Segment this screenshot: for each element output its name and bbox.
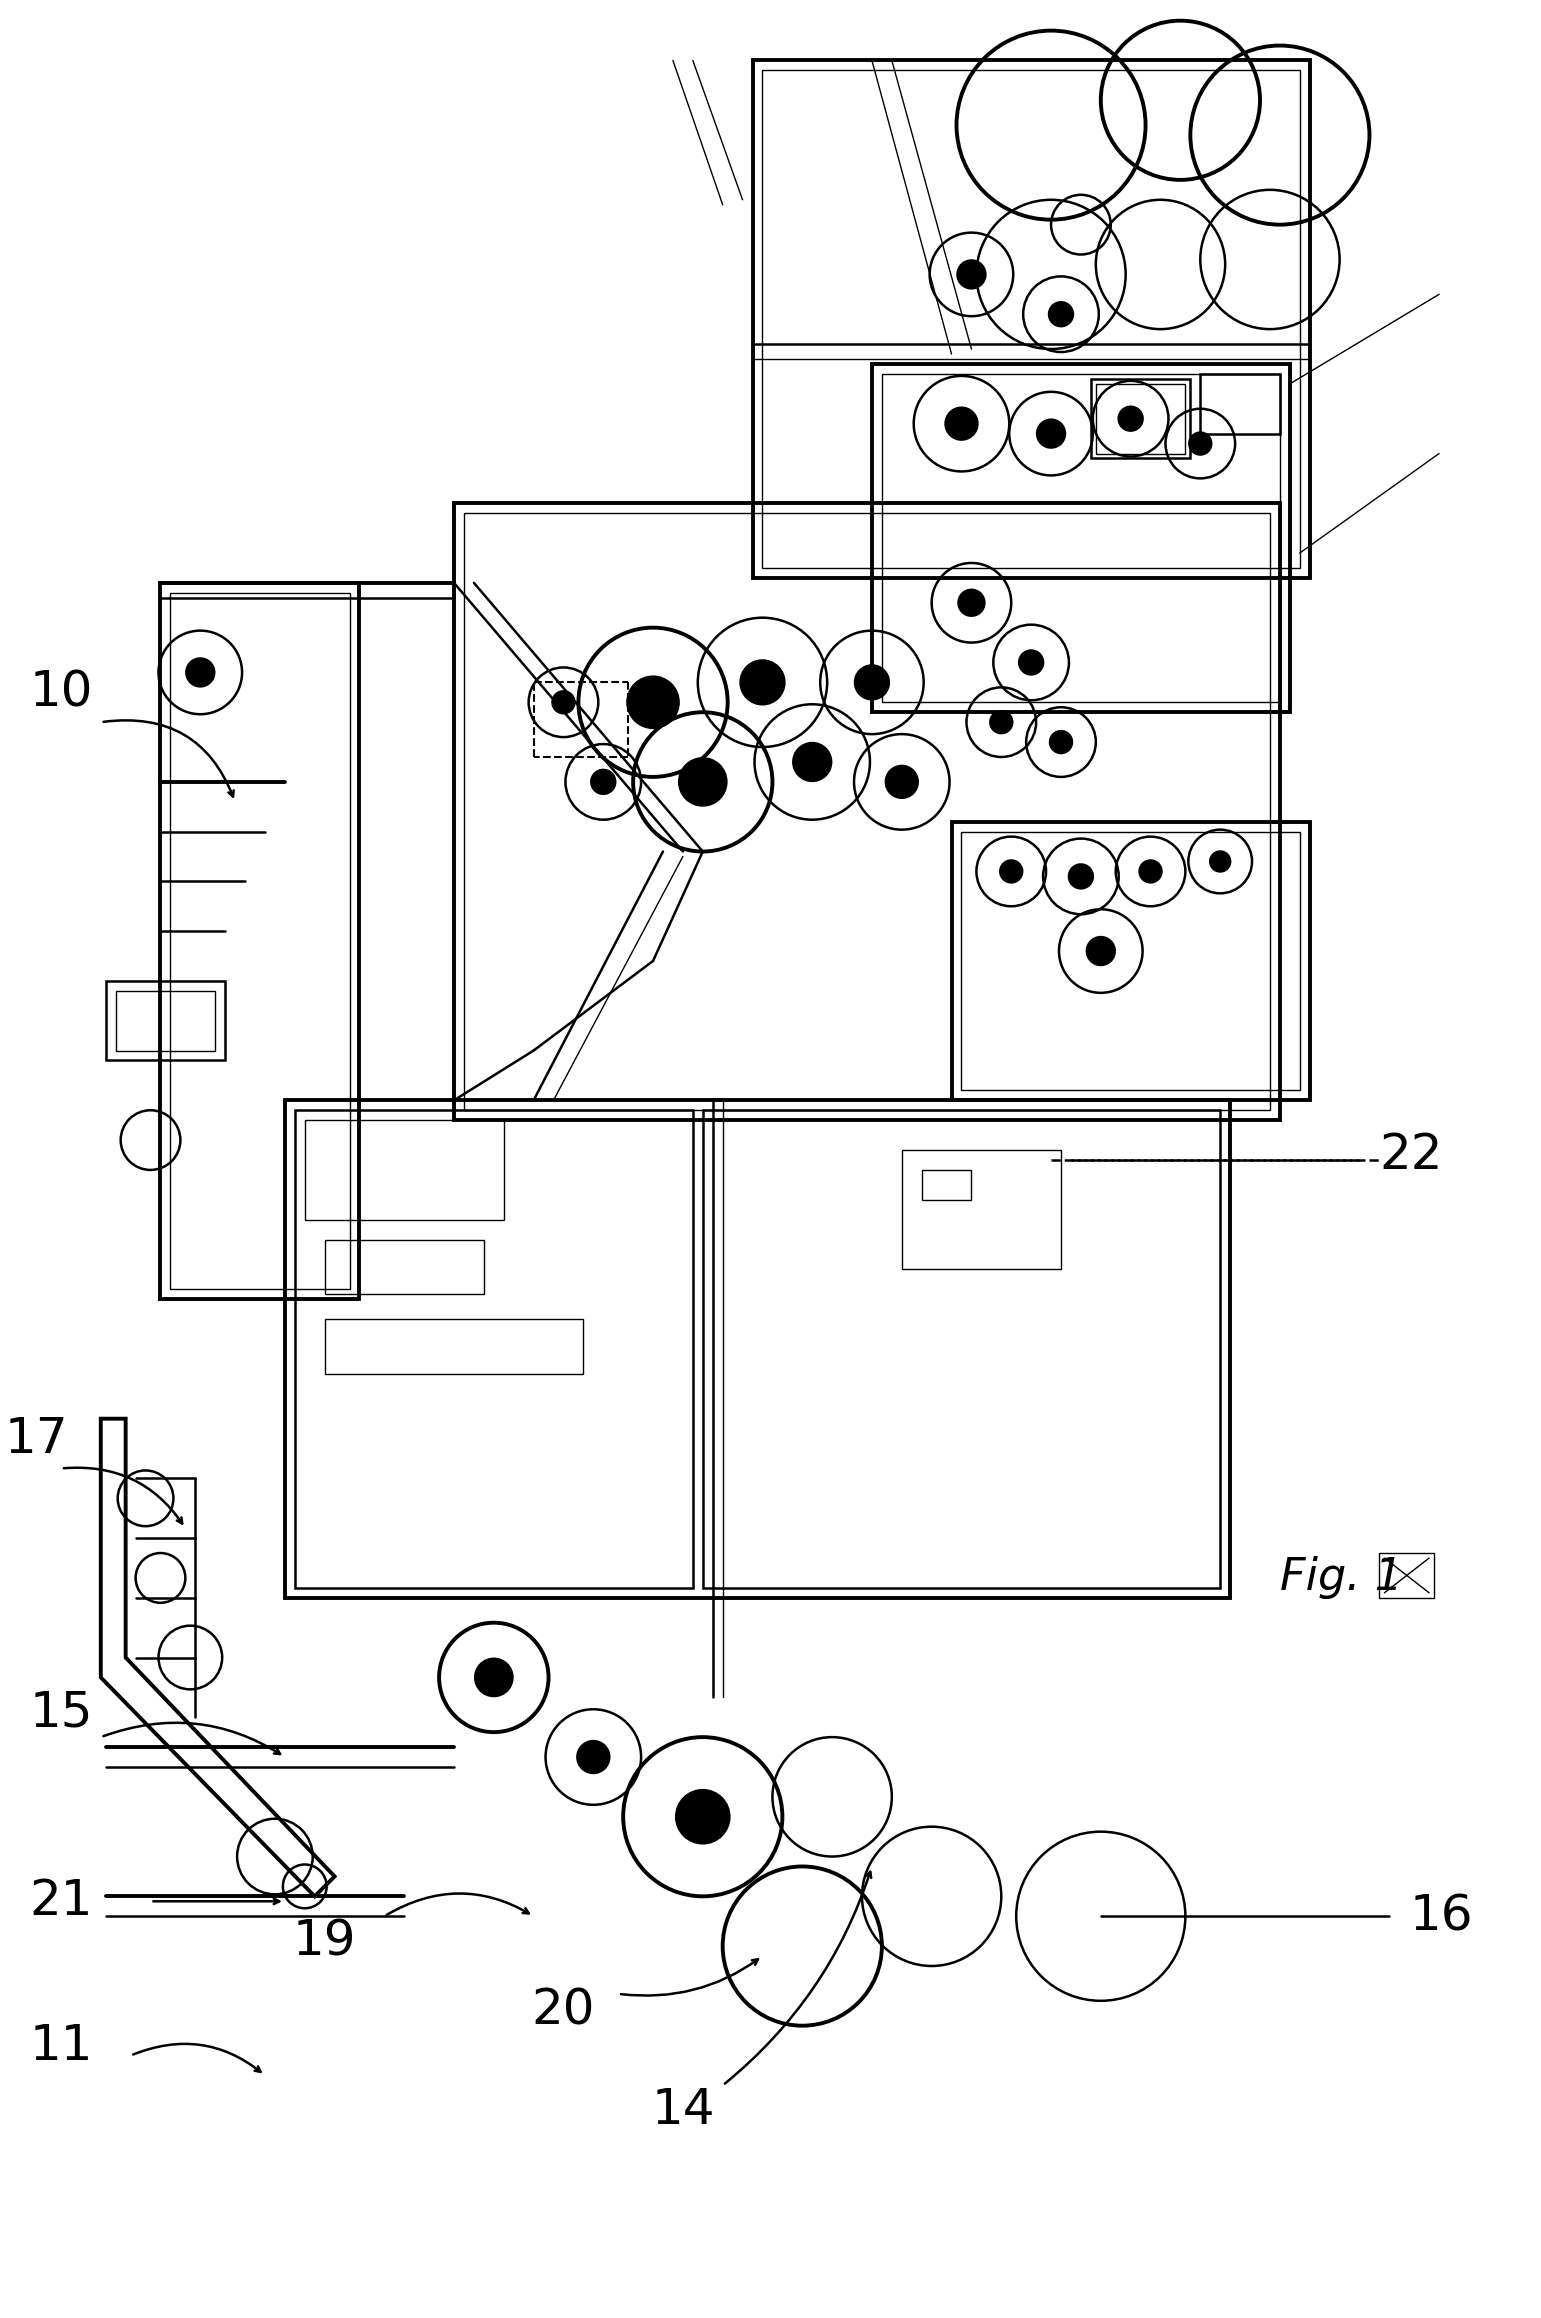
Text: 22: 22 xyxy=(1379,1131,1442,1180)
Bar xyxy=(305,1120,504,1219)
Circle shape xyxy=(957,260,985,287)
Circle shape xyxy=(959,589,985,617)
Bar xyxy=(1200,373,1281,433)
Bar xyxy=(116,990,216,1050)
Bar xyxy=(325,1240,484,1293)
Bar xyxy=(455,503,1281,1120)
Bar xyxy=(901,1150,1062,1270)
Text: 14: 14 xyxy=(652,2086,715,2135)
Circle shape xyxy=(1049,730,1073,753)
Circle shape xyxy=(1019,651,1043,675)
Bar xyxy=(872,364,1290,712)
Bar xyxy=(160,582,359,1300)
Circle shape xyxy=(1000,860,1022,883)
Circle shape xyxy=(855,665,889,700)
Bar xyxy=(1091,378,1190,459)
Circle shape xyxy=(1119,406,1142,431)
Circle shape xyxy=(592,770,615,793)
Circle shape xyxy=(1190,433,1211,454)
Circle shape xyxy=(553,691,575,714)
Circle shape xyxy=(476,1660,512,1694)
Text: 19: 19 xyxy=(293,1917,356,1966)
Circle shape xyxy=(946,408,977,440)
Circle shape xyxy=(991,712,1012,732)
Circle shape xyxy=(1140,860,1162,883)
Circle shape xyxy=(886,765,918,797)
Circle shape xyxy=(629,677,678,728)
Circle shape xyxy=(1049,301,1073,327)
Bar xyxy=(962,832,1299,1089)
Bar xyxy=(325,1319,584,1375)
Circle shape xyxy=(741,661,784,705)
Bar xyxy=(1096,385,1185,454)
Bar xyxy=(763,70,1299,568)
Text: Fig. 1: Fig. 1 xyxy=(1281,1555,1402,1599)
Bar xyxy=(752,60,1310,577)
Circle shape xyxy=(794,744,831,781)
Text: 16: 16 xyxy=(1410,1891,1473,1940)
Bar xyxy=(464,512,1270,1110)
Bar xyxy=(171,593,350,1289)
Circle shape xyxy=(1086,936,1114,964)
Text: 21: 21 xyxy=(29,1878,92,1926)
Circle shape xyxy=(1037,420,1065,447)
Text: 15: 15 xyxy=(29,1688,92,1736)
Bar xyxy=(703,1110,1220,1588)
Bar xyxy=(106,981,225,1062)
Text: 10: 10 xyxy=(29,668,92,716)
Circle shape xyxy=(1069,865,1093,888)
Circle shape xyxy=(578,1741,609,1773)
Text: 20: 20 xyxy=(532,1987,595,2035)
Text: 11: 11 xyxy=(29,2021,92,2070)
Bar xyxy=(922,1171,971,1201)
Circle shape xyxy=(1210,851,1230,872)
Bar xyxy=(294,1110,693,1588)
Bar xyxy=(1379,1553,1435,1597)
Text: 17: 17 xyxy=(5,1414,68,1463)
Bar xyxy=(881,373,1281,702)
Bar xyxy=(285,1101,1230,1597)
Circle shape xyxy=(676,1792,729,1843)
Circle shape xyxy=(186,658,214,686)
Bar xyxy=(951,821,1310,1101)
Circle shape xyxy=(680,758,726,804)
